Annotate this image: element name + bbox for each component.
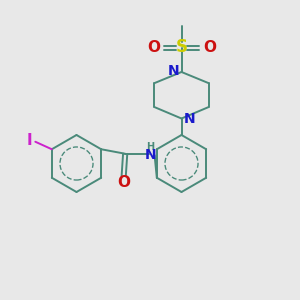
Text: S: S <box>176 38 188 56</box>
Text: H: H <box>146 142 154 152</box>
Text: O: O <box>117 175 130 190</box>
Text: I: I <box>27 133 33 148</box>
Text: O: O <box>147 40 160 55</box>
Text: N: N <box>184 112 196 126</box>
Text: N: N <box>144 148 156 162</box>
Text: O: O <box>203 40 216 55</box>
Text: N: N <box>167 64 179 77</box>
